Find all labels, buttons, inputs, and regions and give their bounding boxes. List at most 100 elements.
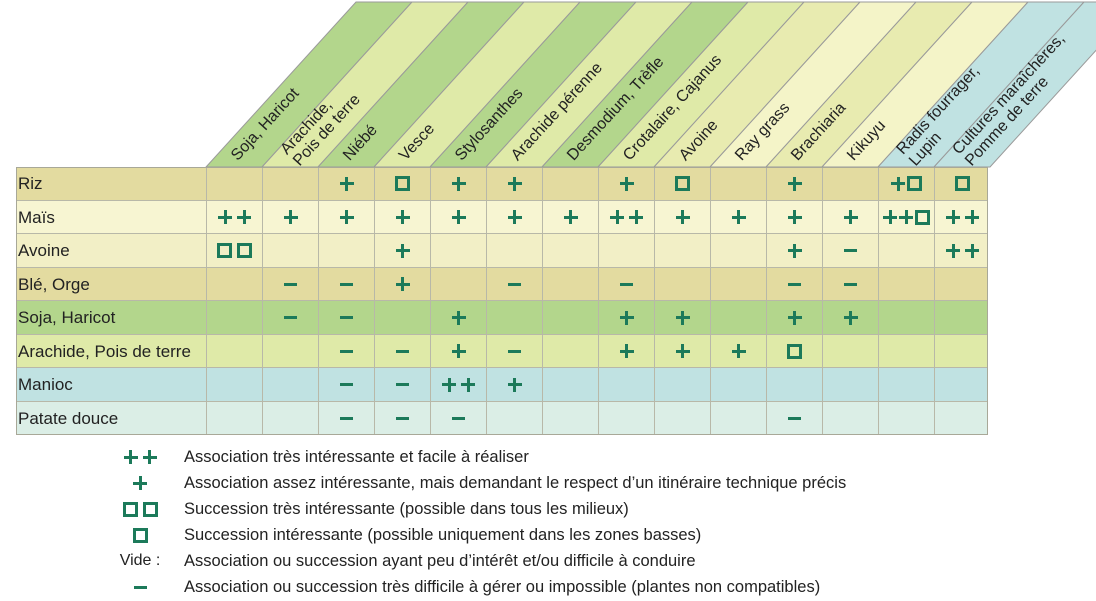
table-cell [542, 267, 598, 301]
minus-icon [284, 282, 297, 286]
symbol-plus [619, 176, 634, 191]
plus-icon [965, 243, 979, 258]
square-icon [237, 243, 252, 258]
plus-icon [843, 210, 858, 224]
minus-icon [396, 416, 409, 420]
symbol-minus [844, 249, 857, 252]
symbol-minus [340, 316, 353, 319]
table-cell [878, 334, 934, 368]
legend-symbol-text: Vide : [119, 552, 161, 569]
plus-icon [442, 377, 456, 392]
plus-icon [619, 344, 634, 358]
symbol-plus [731, 210, 746, 224]
symbol-plus [339, 210, 354, 224]
table-cell [542, 200, 598, 234]
table-cell [822, 334, 878, 368]
symbol-plussquare [891, 176, 922, 191]
symbol-plusplus [442, 377, 475, 392]
symbol-plus [395, 277, 410, 291]
plus-icon [461, 377, 475, 392]
symbol-plus [843, 310, 858, 325]
square-icon [907, 176, 922, 191]
plus-icon [395, 210, 410, 224]
table-cell [430, 234, 486, 267]
plus-icon [395, 243, 410, 258]
table-cell [262, 167, 318, 200]
table-cell [878, 200, 934, 234]
minus-icon [452, 416, 465, 420]
minus-icon [844, 249, 857, 252]
table-cell [878, 301, 934, 334]
plus-icon [883, 210, 897, 224]
minus-icon [788, 416, 801, 420]
table-cell [486, 334, 542, 368]
table-cell [878, 267, 934, 301]
row-label: Maïs [18, 207, 55, 227]
symbol-minus [788, 416, 801, 420]
table-cell [934, 200, 990, 234]
plus-icon [451, 344, 466, 358]
table-cell [486, 167, 542, 200]
table-cell [542, 234, 598, 267]
table-cell [206, 301, 262, 334]
symbol-minus [284, 316, 297, 319]
plus-icon [629, 210, 643, 224]
table-cell [654, 401, 710, 435]
table-cell [206, 200, 262, 234]
square-icon [955, 176, 970, 191]
minus-icon [340, 383, 353, 386]
square-icon [915, 209, 930, 225]
table-cell [710, 234, 766, 267]
row-label: Riz [18, 174, 43, 193]
plus-icon [142, 450, 157, 464]
table-cell [486, 301, 542, 334]
plus-icon [507, 377, 522, 392]
plus-icon [610, 210, 624, 224]
symbol-square [955, 176, 970, 191]
plus-icon [843, 310, 858, 325]
table-cell [878, 167, 934, 200]
table-row: Blé, Orge [16, 267, 988, 301]
legend-text: Association ou succession ayant peu d’in… [184, 552, 696, 570]
table-cell [486, 401, 542, 435]
table-cell [710, 401, 766, 435]
table-cell [822, 200, 878, 234]
symbol-plus [675, 310, 690, 325]
table-cell [430, 301, 486, 334]
square-icon [395, 176, 410, 191]
table-cell [542, 334, 598, 368]
table-cell [318, 401, 374, 435]
table-cell [710, 167, 766, 200]
symbol-square [395, 176, 410, 191]
row-label: Avoine [18, 241, 70, 260]
plus-icon [675, 210, 690, 224]
symbol-plus [675, 344, 690, 358]
square-icon [675, 176, 690, 191]
table-cell [822, 234, 878, 267]
table-cell [878, 401, 934, 435]
table-cell [206, 334, 262, 368]
symbol-plus [619, 310, 634, 325]
table-cell [822, 401, 878, 435]
symbol-minus [340, 282, 353, 286]
symbol-plus [619, 344, 634, 358]
symbol-minus [340, 383, 353, 386]
minus-icon [340, 349, 353, 353]
plus-icon [675, 310, 690, 325]
symbol-plus [395, 243, 410, 258]
square-icon [217, 243, 232, 258]
table-cell [710, 267, 766, 301]
symbol-minus [340, 416, 353, 420]
symbol-minus [396, 383, 409, 386]
table-cell [822, 368, 878, 401]
table-cell [654, 167, 710, 200]
minus-icon [788, 282, 801, 286]
table-cell [430, 267, 486, 301]
legend-text: Succession intéressante (possible unique… [184, 526, 702, 544]
table-cell [542, 167, 598, 200]
table-cell [374, 234, 430, 267]
table-cell [262, 334, 318, 368]
table-cell [542, 401, 598, 435]
table-cell [262, 368, 318, 401]
table-cell [766, 200, 822, 234]
